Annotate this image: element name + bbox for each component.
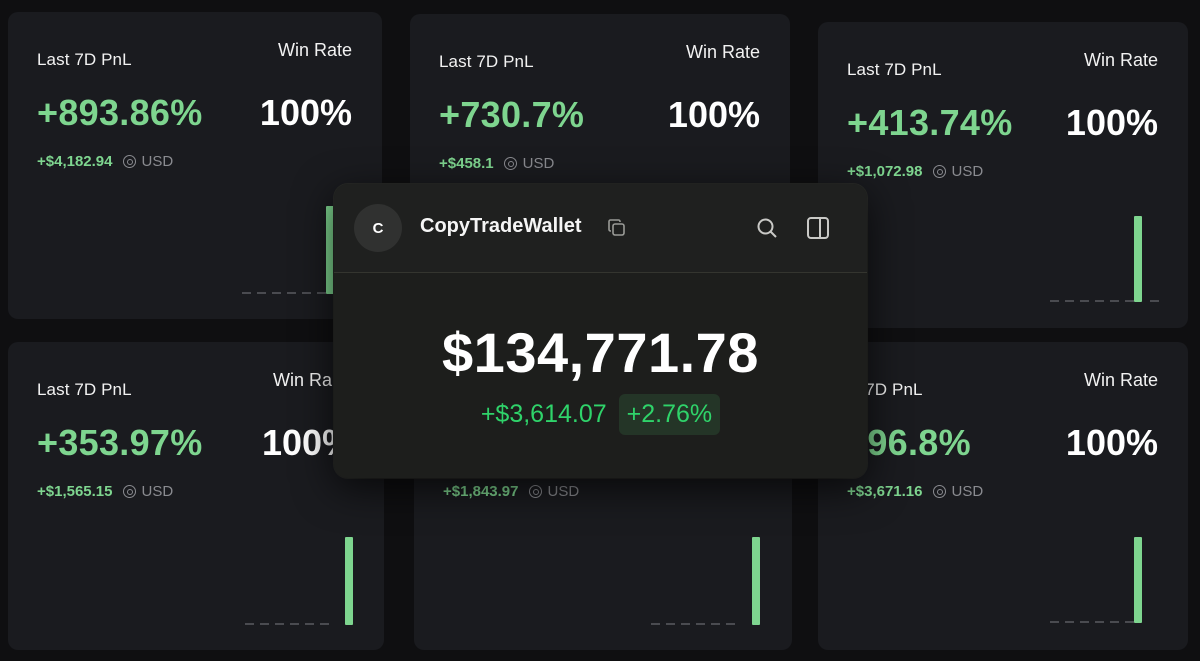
balance-change-percent-badge: +2.76% <box>618 394 721 435</box>
pnl-percent: +413.74% <box>847 102 1013 143</box>
chart-baseline-dash <box>1095 621 1104 623</box>
usd-amount: +$458.1 <box>439 155 494 172</box>
chart-baseline-dash <box>275 623 284 625</box>
usd-amount: +$1,072.98 <box>847 163 923 180</box>
sidebar-toggle-icon[interactable] <box>806 216 830 240</box>
pnl-percent: +893.86% <box>37 92 203 133</box>
trader-card[interactable]: Last 7D PnL Win Rate +413.74% 100% +$1,0… <box>818 22 1188 328</box>
usd-row: +$1,843.97 USD <box>443 483 579 500</box>
win-rate-label: Win Rate <box>277 40 352 60</box>
coin-icon <box>932 165 946 178</box>
currency-label: USD <box>547 483 580 500</box>
chart-baseline-dash <box>681 623 690 625</box>
chart-baseline-dash <box>320 623 329 625</box>
chart-bar <box>1134 537 1142 623</box>
chart-baseline-dash <box>726 623 735 625</box>
currency-label: USD <box>951 483 984 500</box>
chart-baseline-dash <box>260 623 269 625</box>
chart-baseline-dash <box>696 623 705 625</box>
coin-icon <box>528 485 542 498</box>
wallet-panel: C CopyTradeWallet $134,771.78 +$3,614.07… <box>334 184 867 478</box>
chart-baseline-dash <box>1125 621 1134 623</box>
win-rate-label: Win Rate <box>1083 370 1158 390</box>
wallet-balance: $134,771.78 <box>442 321 759 384</box>
chart-bar <box>752 537 760 625</box>
pnl-label: Last 7D PnL <box>37 380 132 399</box>
chart-baseline-dash <box>290 623 299 625</box>
chart-baseline-dash <box>1150 300 1159 302</box>
pnl-label: Last 7D PnL <box>847 60 942 79</box>
chart-baseline-dash <box>1110 300 1119 302</box>
chart-baseline-dash <box>651 623 660 625</box>
usd-row: +$458.1 USD <box>439 155 554 172</box>
chart-baseline-dash <box>1080 300 1089 302</box>
trader-card[interactable]: Last 7D PnL Win Ra +353.97% 100% +$1,565… <box>8 342 384 650</box>
pnl-mini-chart <box>651 522 763 625</box>
chart-bar <box>1134 216 1142 302</box>
chart-baseline-dash <box>1095 300 1104 302</box>
usd-row: +$3,671.16 USD <box>847 483 983 500</box>
usd-amount: +$1,565.15 <box>37 483 113 500</box>
wallet-header: C CopyTradeWallet <box>334 184 867 273</box>
win-rate-label: Win Ra <box>273 370 333 390</box>
chart-baseline-dash <box>1065 621 1074 623</box>
pnl-percent: +353.97% <box>37 422 203 463</box>
win-rate-label: Win Rate <box>1083 50 1158 70</box>
win-rate-label: Win Rate <box>685 42 760 62</box>
chart-bar <box>345 537 353 625</box>
chart-baseline-dash <box>302 292 311 294</box>
pnl-mini-chart <box>242 192 342 294</box>
currency-label: USD <box>141 153 174 170</box>
chart-baseline-dash <box>1065 300 1074 302</box>
chart-baseline-dash <box>1125 300 1134 302</box>
coin-icon <box>122 485 136 498</box>
usd-amount: +$3,671.16 <box>847 483 923 500</box>
coin-icon <box>503 157 517 170</box>
copy-icon[interactable] <box>607 218 627 238</box>
currency-label: USD <box>951 163 984 180</box>
balance-change-row: +$3,614.07 +2.76% <box>334 394 867 435</box>
chart-baseline-dash <box>305 623 314 625</box>
wallet-name: CopyTradeWallet <box>420 215 582 237</box>
chart-baseline-dash <box>1080 621 1089 623</box>
win-rate-value: 100% <box>667 94 760 135</box>
chart-baseline-dash <box>287 292 296 294</box>
chart-bar <box>326 206 334 294</box>
pnl-mini-chart <box>245 522 357 625</box>
search-icon[interactable] <box>755 216 779 240</box>
coin-icon <box>122 155 136 168</box>
pnl-mini-chart <box>1050 522 1162 623</box>
win-rate-value: 100% <box>1065 422 1158 463</box>
usd-row: +$4,182.94 USD <box>37 153 173 170</box>
win-rate-value: 100% <box>259 92 352 133</box>
chart-baseline-dash <box>317 292 326 294</box>
balance-change-amount: +$3,614.07 <box>480 400 607 428</box>
coin-icon <box>932 485 946 498</box>
usd-row: +$1,072.98 USD <box>847 163 983 180</box>
currency-label: USD <box>522 155 555 172</box>
chart-baseline-dash <box>1050 300 1059 302</box>
chart-baseline-dash <box>1050 621 1059 623</box>
chart-baseline-dash <box>245 623 254 625</box>
pnl-label: Last 7D PnL <box>37 50 132 69</box>
chart-baseline-dash <box>242 292 251 294</box>
chart-baseline-dash <box>272 292 281 294</box>
wallet-avatar[interactable]: C <box>354 204 402 252</box>
chart-baseline-dash <box>1110 621 1119 623</box>
usd-amount: +$4,182.94 <box>37 153 113 170</box>
usd-amount: +$1,843.97 <box>443 483 519 500</box>
currency-label: USD <box>141 483 174 500</box>
chart-baseline-dash <box>666 623 675 625</box>
chart-baseline-dash <box>711 623 720 625</box>
trader-card[interactable]: st 7D PnL Win Rate 496.8% 100% +$3,671.1… <box>818 342 1188 650</box>
pnl-percent: 496.8% <box>847 422 971 463</box>
trader-card[interactable]: Last 7D PnL Win Rate +893.86% 100% +$4,1… <box>8 12 382 319</box>
usd-row: +$1,565.15 USD <box>37 483 173 500</box>
pnl-percent: +730.7% <box>439 94 585 135</box>
chart-baseline-dash <box>257 292 266 294</box>
pnl-mini-chart <box>1050 202 1162 302</box>
pnl-label: Last 7D PnL <box>439 52 534 71</box>
win-rate-value: 100% <box>1065 102 1158 143</box>
